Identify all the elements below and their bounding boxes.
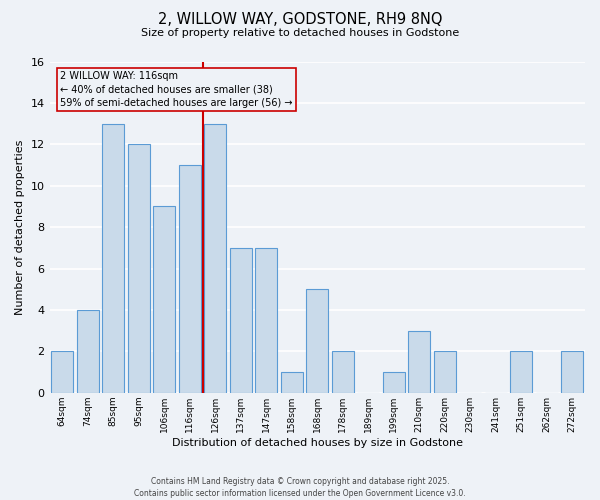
- Text: Size of property relative to detached houses in Godstone: Size of property relative to detached ho…: [141, 28, 459, 38]
- Bar: [383, 372, 404, 393]
- Text: 2, WILLOW WAY, GODSTONE, RH9 8NQ: 2, WILLOW WAY, GODSTONE, RH9 8NQ: [158, 12, 442, 28]
- X-axis label: Distribution of detached houses by size in Godstone: Distribution of detached houses by size …: [172, 438, 463, 448]
- Bar: [281, 372, 302, 393]
- Bar: [205, 124, 226, 393]
- Bar: [154, 206, 175, 393]
- Bar: [332, 352, 353, 393]
- Bar: [434, 352, 455, 393]
- Bar: [256, 248, 277, 393]
- Text: Contains HM Land Registry data © Crown copyright and database right 2025.
Contai: Contains HM Land Registry data © Crown c…: [134, 476, 466, 498]
- Text: 2 WILLOW WAY: 116sqm
← 40% of detached houses are smaller (38)
59% of semi-detac: 2 WILLOW WAY: 116sqm ← 40% of detached h…: [60, 72, 293, 108]
- Bar: [103, 124, 124, 393]
- Bar: [307, 290, 328, 393]
- Bar: [179, 165, 200, 393]
- Bar: [52, 352, 73, 393]
- Bar: [409, 330, 430, 393]
- Bar: [230, 248, 251, 393]
- Bar: [562, 352, 583, 393]
- Bar: [511, 352, 532, 393]
- Y-axis label: Number of detached properties: Number of detached properties: [15, 140, 25, 315]
- Bar: [128, 144, 149, 393]
- Bar: [77, 310, 98, 393]
